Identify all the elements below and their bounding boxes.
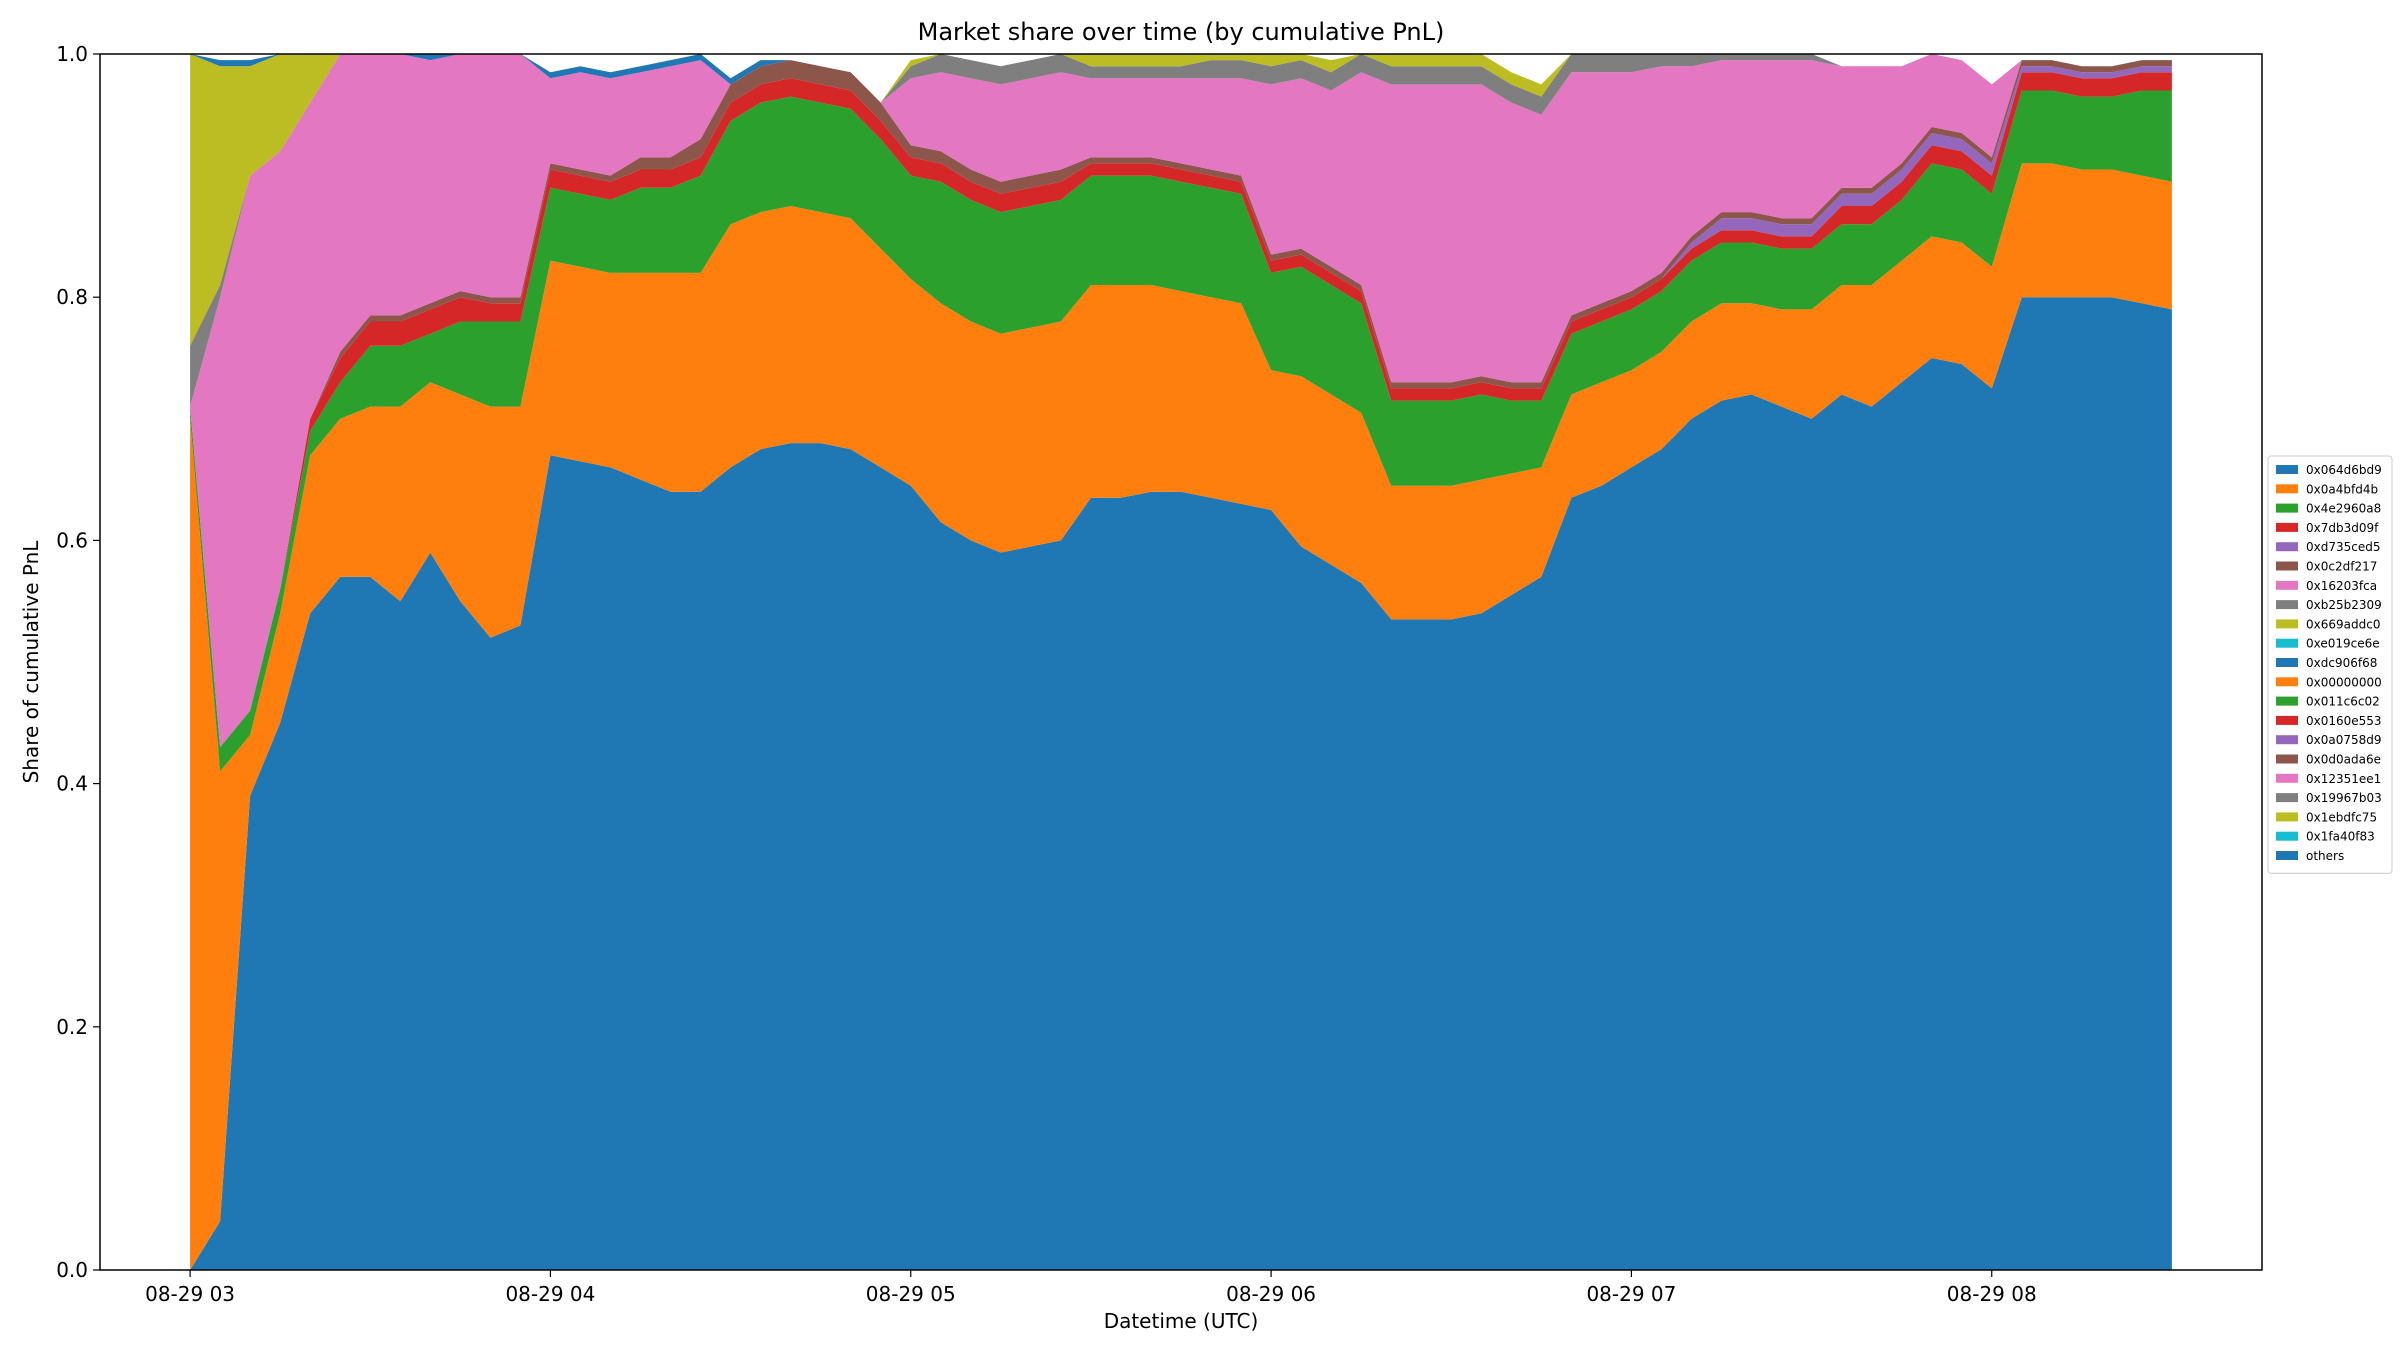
legend-entry: 0x00000000 (2306, 675, 2382, 689)
area-series-0x16203fca (190, 54, 2172, 748)
legend-entry: 0xe019ce6e (2306, 637, 2380, 651)
legend-swatch (2276, 580, 2298, 590)
legend-swatch (2276, 773, 2298, 783)
legend-entry: 0x7db3d09f (2306, 521, 2379, 535)
legend-swatch (2276, 851, 2298, 860)
legend-entry: 0x0c2df217 (2306, 560, 2377, 574)
y-tick-label: 0.6 (56, 528, 88, 552)
legend-entry: 0x0a0758d9 (2306, 733, 2382, 747)
legend: 0x064d6bd9 0x0a4bfd4b 0x4e2960a8 0x7db3d09f… (2267, 455, 2393, 874)
legend-entry: 0x4e2960a8 (2306, 502, 2381, 516)
legend-swatch (2276, 522, 2298, 532)
y-axis-label: Share of cumulative PnL (19, 540, 43, 784)
legend-entry: 0x011c6c02 (2306, 695, 2380, 709)
legend-swatch (2276, 600, 2298, 610)
legend-swatch (2276, 561, 2298, 571)
legend-entry: 0x0d0ada6e (2306, 753, 2381, 767)
legend-entry: 0x19967b03 (2306, 791, 2382, 805)
y-axis: 0.0 0.2 0.4 0.6 0.8 1.0 (56, 42, 100, 1282)
legend-swatch (2276, 658, 2298, 667)
y-tick-label: 0.2 (56, 1015, 88, 1039)
y-tick-label: 0.0 (56, 1258, 88, 1282)
x-tick-label: 08-29 05 (866, 1282, 956, 1306)
legend-entry: 0x1fa40f83 (2306, 830, 2375, 844)
legend-entry: 0x064d6bd9 (2306, 463, 2382, 477)
legend-swatch (2276, 542, 2298, 552)
legend-swatch (2276, 619, 2298, 629)
y-tick-label: 1.0 (56, 42, 88, 66)
legend-swatch (2276, 715, 2298, 725)
legend-swatch (2276, 638, 2298, 648)
y-tick-label: 0.8 (56, 285, 88, 309)
legend-entry: 0x12351ee1 (2306, 772, 2381, 786)
legend-entry: others (2306, 849, 2344, 863)
legend-swatch (2276, 812, 2298, 822)
x-tick-label: 08-29 08 (1947, 1282, 2037, 1306)
x-axis-label: Datetime (UTC) (1104, 1309, 1259, 1333)
x-tick-label: 08-29 06 (1226, 1282, 1316, 1306)
area-series-0x4e2960a8 (190, 90, 2172, 772)
legend-swatch (2276, 793, 2298, 803)
legend-entry: 0x1ebdfc75 (2306, 810, 2377, 824)
area-series-0x064d6bd9 (190, 297, 2172, 1270)
legend-entry: 0x16203fca (2306, 579, 2377, 593)
chart-title: Market share over time (by cumulative Pn… (918, 18, 1445, 46)
legend-swatch (2276, 503, 2298, 513)
plot-frame (99, 53, 2263, 1271)
legend-swatch (2276, 465, 2298, 474)
legend-entry: 0x0160e553 (2306, 714, 2382, 728)
legend-swatch (2276, 696, 2298, 706)
x-tick-label: 08-29 07 (1586, 1282, 1676, 1306)
legend-swatch (2276, 754, 2298, 764)
legend-swatch (2276, 484, 2298, 494)
legend-entry: 0xdc906f68 (2306, 656, 2377, 670)
y-tick-label: 0.4 (56, 772, 88, 796)
x-axis: 08-29 03 08-29 04 08-29 05 08-29 06 08-29 07… (145, 1270, 2037, 1306)
legend-box (2267, 455, 2393, 874)
legend-entry: 0xd735ced5 (2306, 540, 2381, 554)
legend-swatch (2276, 735, 2298, 745)
legend-entry: 0x669addc0 (2306, 617, 2380, 631)
x-tick-label: 08-29 03 (145, 1282, 235, 1306)
x-tick-label: 08-29 04 (505, 1282, 595, 1306)
legend-entry: 0xb25b2309 (2306, 598, 2382, 612)
area-series-0x0a4bfd4b (190, 163, 2172, 1270)
stacked-areas (190, 54, 2172, 1270)
legend-entry: 0x0a4bfd4b (2306, 482, 2378, 496)
legend-swatch (2276, 677, 2298, 687)
legend-swatch (2276, 831, 2298, 841)
